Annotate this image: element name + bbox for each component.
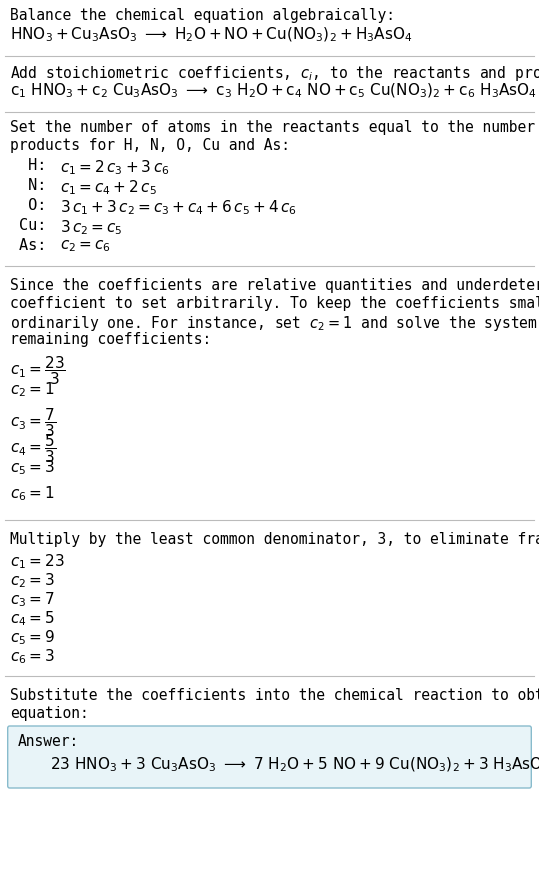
Text: $c_4 = 5$: $c_4 = 5$	[10, 609, 54, 627]
Text: N:: N:	[19, 178, 56, 193]
Text: $3\,c_2 = c_5$: $3\,c_2 = c_5$	[60, 218, 122, 237]
Text: coefficient to set arbitrarily. To keep the coefficients small, the arbitrary va: coefficient to set arbitrarily. To keep …	[10, 296, 539, 311]
Text: products for H, N, O, Cu and As:: products for H, N, O, Cu and As:	[10, 138, 289, 153]
Text: $c_5 = 3$: $c_5 = 3$	[10, 458, 54, 477]
Text: $c_1 = \dfrac{23}{3}$: $c_1 = \dfrac{23}{3}$	[10, 354, 65, 387]
Text: $c_2 = 1$: $c_2 = 1$	[10, 380, 54, 399]
Text: remaining coefficients:: remaining coefficients:	[10, 332, 211, 347]
Text: Since the coefficients are relative quantities and underdetermined, choose a: Since the coefficients are relative quan…	[10, 278, 539, 293]
Text: $c_6 = 1$: $c_6 = 1$	[10, 484, 54, 503]
Text: $c_3 = \dfrac{7}{3}$: $c_3 = \dfrac{7}{3}$	[10, 406, 56, 439]
FancyBboxPatch shape	[8, 726, 531, 788]
Text: $c_6 = 3$: $c_6 = 3$	[10, 647, 54, 666]
Text: Multiply by the least common denominator, 3, to eliminate fractional coefficient: Multiply by the least common denominator…	[10, 532, 539, 547]
Text: $c_3 = 7$: $c_3 = 7$	[10, 590, 54, 609]
Text: As:: As:	[19, 238, 56, 253]
Text: $c_1 = 2\,c_3 + 3\,c_6$: $c_1 = 2\,c_3 + 3\,c_6$	[60, 158, 169, 177]
Text: equation:: equation:	[10, 706, 88, 721]
Text: $c_2 = c_6$: $c_2 = c_6$	[60, 238, 110, 254]
Text: H:: H:	[19, 158, 56, 173]
Text: $\mathrm{HNO_3 + Cu_3AsO_3 \ \longrightarrow \ H_2O + NO + Cu(NO_3)_2 + H_3AsO_4: $\mathrm{HNO_3 + Cu_3AsO_3 \ \longrighta…	[10, 26, 412, 44]
Text: $c_1 = 23$: $c_1 = 23$	[10, 552, 64, 570]
Text: $c_4 = \dfrac{5}{3}$: $c_4 = \dfrac{5}{3}$	[10, 432, 56, 465]
Text: Add stoichiometric coefficients, $c_i$, to the reactants and products:: Add stoichiometric coefficients, $c_i$, …	[10, 64, 539, 83]
Text: O:: O:	[19, 198, 56, 213]
Text: $c_2 = 3$: $c_2 = 3$	[10, 571, 54, 590]
Text: ordinarily one. For instance, set $c_2 = 1$ and solve the system of equations fo: ordinarily one. For instance, set $c_2 =…	[10, 314, 539, 333]
Text: Balance the chemical equation algebraically:: Balance the chemical equation algebraica…	[10, 8, 395, 23]
Text: Cu:: Cu:	[19, 218, 56, 233]
Text: $\mathrm{23\ HNO_3 + 3\ Cu_3AsO_3 \ \longrightarrow \ 7\ H_2O + 5\ NO + 9\ Cu(NO: $\mathrm{23\ HNO_3 + 3\ Cu_3AsO_3 \ \lon…	[50, 756, 539, 774]
Text: $\mathrm{c_1\ HNO_3 + c_2\ Cu_3AsO_3 \ \longrightarrow \ c_3\ H_2O + c_4\ NO + c: $\mathrm{c_1\ HNO_3 + c_2\ Cu_3AsO_3 \ \…	[10, 82, 537, 101]
Text: Answer:: Answer:	[18, 734, 79, 749]
Text: Set the number of atoms in the reactants equal to the number of atoms in the: Set the number of atoms in the reactants…	[10, 120, 539, 135]
Text: Substitute the coefficients into the chemical reaction to obtain the balanced: Substitute the coefficients into the che…	[10, 688, 539, 703]
Text: $c_5 = 9$: $c_5 = 9$	[10, 628, 54, 647]
Text: $3\,c_1 + 3\,c_2 = c_3 + c_4 + 6\,c_5 + 4\,c_6$: $3\,c_1 + 3\,c_2 = c_3 + c_4 + 6\,c_5 + …	[60, 198, 296, 216]
Text: $c_1 = c_4 + 2\,c_5$: $c_1 = c_4 + 2\,c_5$	[60, 178, 157, 197]
